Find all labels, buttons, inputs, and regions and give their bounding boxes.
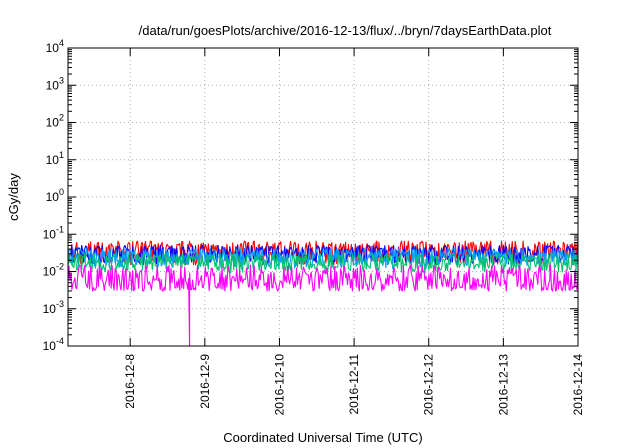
x-tick-label: 2016-12-8	[123, 354, 137, 409]
x-tick-label: 2016-12-14	[571, 354, 585, 416]
y-tick-label: 10-3	[43, 299, 64, 316]
grid	[68, 48, 578, 346]
y-tick-label: 102	[46, 113, 64, 130]
ticks: 10-4 10-3 10-2 10-1 100 101 102 103 104 2016-12-8…	[43, 38, 585, 415]
y-tick-label: 104	[46, 38, 64, 55]
x-tick-label: 2016-12-9	[198, 354, 212, 409]
x-tick-label: 2016-12-13	[496, 354, 510, 416]
chart-title: /data/run/goesPlots/archive/2016-12-13/f…	[139, 23, 552, 38]
series-group	[67, 240, 579, 347]
x-axis-label: Coordinated Universal Time (UTC)	[223, 430, 422, 445]
series-line	[67, 248, 579, 270]
series-line	[67, 253, 579, 274]
x-tick-label: 2016-12-12	[422, 354, 436, 416]
series-line	[67, 264, 579, 347]
y-tick-label: 10-1	[43, 224, 64, 241]
y-tick-label: 101	[46, 150, 64, 167]
y-tick-label: 103	[46, 75, 64, 92]
y-tick-label: 100	[46, 187, 64, 204]
y-tick-label: 10-2	[43, 262, 64, 279]
y-axis-label: cGy/day	[6, 173, 21, 221]
x-tick-label: 2016-12-10	[272, 354, 286, 416]
y-tick-label: 10-4	[43, 336, 64, 353]
x-tick-label: 2016-12-11	[347, 354, 361, 415]
